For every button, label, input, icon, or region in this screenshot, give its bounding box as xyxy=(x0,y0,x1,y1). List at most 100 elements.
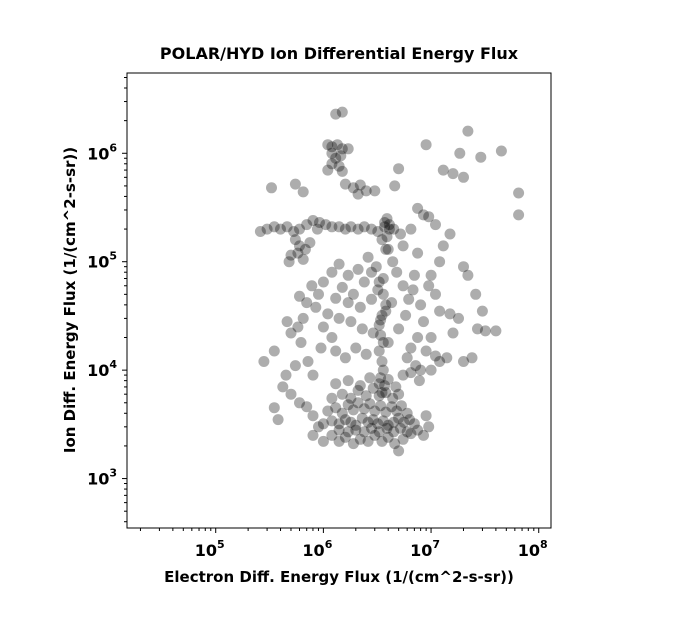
data-point xyxy=(352,223,364,235)
data-point xyxy=(330,292,342,304)
data-point xyxy=(366,223,377,235)
data-point xyxy=(382,243,394,255)
data-point xyxy=(376,435,388,447)
data-point xyxy=(395,400,407,412)
data-point xyxy=(339,414,351,426)
data-point xyxy=(272,414,284,426)
data-point xyxy=(268,345,280,357)
data-point xyxy=(339,223,351,235)
data-point xyxy=(410,360,422,372)
data-point xyxy=(375,314,387,326)
data-point xyxy=(285,249,297,261)
data-point xyxy=(339,178,351,190)
data-point xyxy=(405,428,417,440)
data-point xyxy=(420,345,432,357)
data-point xyxy=(347,182,359,194)
data-point xyxy=(289,234,301,246)
data-point xyxy=(462,125,474,137)
data-point xyxy=(326,221,338,233)
data-point xyxy=(425,269,437,281)
data-point xyxy=(299,243,311,255)
data-point xyxy=(454,147,466,159)
data-point xyxy=(301,401,313,413)
data-point xyxy=(420,410,432,422)
data-point xyxy=(458,171,469,183)
data-point xyxy=(335,150,347,162)
data-point xyxy=(352,384,364,396)
data-point xyxy=(390,381,402,393)
data-point xyxy=(393,412,405,424)
data-point xyxy=(358,403,370,415)
data-point xyxy=(281,221,293,233)
data-point xyxy=(367,327,379,339)
data-point xyxy=(362,435,374,447)
data-point xyxy=(377,288,389,300)
data-point xyxy=(380,299,392,311)
data-point xyxy=(388,426,400,438)
data-point xyxy=(333,312,345,324)
y-tick-label: 105 xyxy=(87,250,117,272)
data-point xyxy=(412,202,424,214)
data-point xyxy=(393,163,405,175)
data-point xyxy=(347,438,359,450)
data-point xyxy=(352,397,364,409)
data-point xyxy=(369,429,381,441)
data-point xyxy=(268,402,280,414)
data-point xyxy=(295,337,307,348)
data-point xyxy=(490,325,502,337)
data-point xyxy=(405,223,417,235)
data-point xyxy=(444,308,456,320)
data-point xyxy=(294,240,305,252)
data-point xyxy=(261,223,273,235)
data-point xyxy=(379,221,391,233)
data-point xyxy=(336,281,348,293)
data-point xyxy=(342,269,354,281)
data-point xyxy=(382,419,394,431)
data-point xyxy=(322,139,334,151)
data-point xyxy=(326,158,338,170)
data-point xyxy=(458,356,469,367)
data-point xyxy=(297,186,309,198)
data-point xyxy=(382,337,394,348)
data-point xyxy=(425,364,437,376)
data-point xyxy=(339,431,351,443)
data-point xyxy=(358,221,370,233)
data-point xyxy=(317,418,329,430)
data-point xyxy=(382,374,394,385)
data-point xyxy=(401,407,413,419)
x-axis-label: Electron Diff. Energy Flux (1/(cm^2-s-sr… xyxy=(164,568,514,586)
data-point xyxy=(364,398,376,410)
data-point xyxy=(320,219,332,231)
x-tick-label: 107 xyxy=(410,538,440,560)
data-point xyxy=(381,231,393,243)
data-point xyxy=(381,213,393,225)
data-point xyxy=(380,387,392,399)
data-point xyxy=(322,308,334,320)
data-point xyxy=(326,392,338,404)
data-point xyxy=(362,416,374,428)
data-point xyxy=(379,380,391,392)
data-point xyxy=(391,405,403,417)
data-point xyxy=(379,217,391,228)
data-point xyxy=(307,429,319,441)
data-point xyxy=(369,405,381,417)
data-point xyxy=(356,412,368,424)
data-point xyxy=(311,223,323,235)
data-point xyxy=(367,382,379,394)
data-point xyxy=(281,316,293,328)
data-point xyxy=(476,305,488,317)
data-point xyxy=(360,390,372,402)
data-point xyxy=(447,327,459,339)
data-point xyxy=(347,288,359,300)
data-point xyxy=(403,293,415,305)
data-point xyxy=(313,421,324,433)
data-point xyxy=(302,356,314,367)
data-point xyxy=(383,219,395,231)
data-point xyxy=(330,402,342,414)
data-point xyxy=(370,261,382,273)
data-point xyxy=(380,406,392,418)
data-point xyxy=(345,392,357,404)
data-point xyxy=(393,445,405,457)
x-tick-label: 105 xyxy=(195,538,225,560)
